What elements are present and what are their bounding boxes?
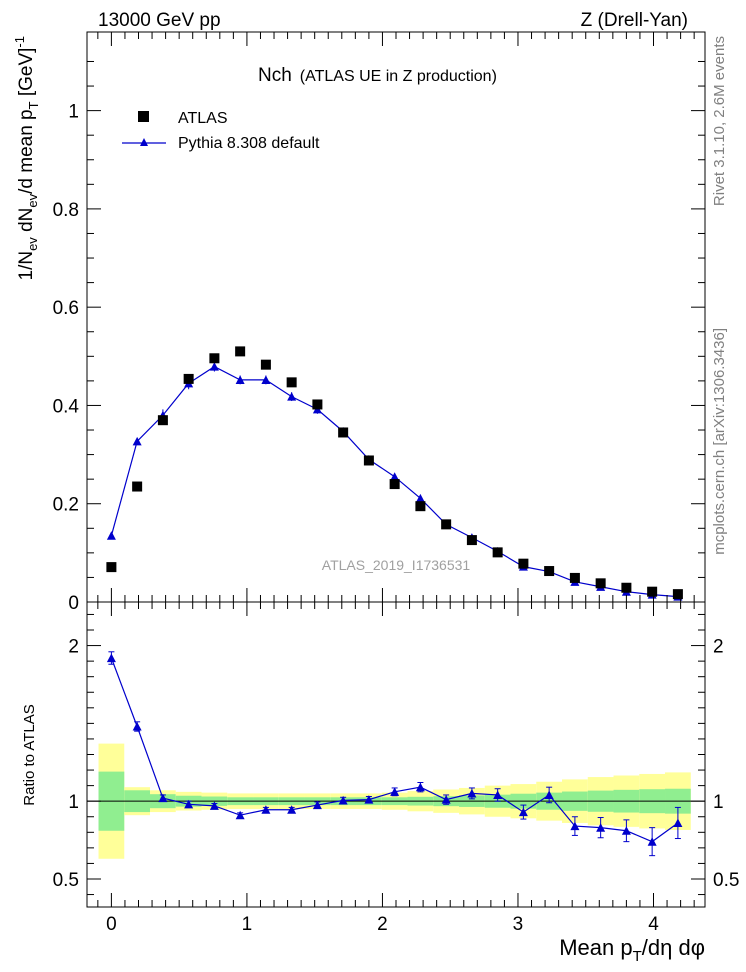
ratio-pythia-point — [132, 721, 142, 731]
ratio-ytick-label-right: 0.5 — [713, 870, 739, 891]
ratio-ytick-label: 1 — [68, 792, 79, 813]
ratio-xtick-label: 2 — [377, 914, 388, 935]
ratio-panel-marks — [106, 651, 683, 857]
main-ytick-label: 0.2 — [53, 495, 79, 516]
atlas-point — [363, 455, 374, 466]
ratio-pythia-point — [415, 782, 425, 792]
main-ylabel: 1/Nev dNev/d mean pT [GeV]-1 — [12, 36, 41, 281]
ratio-pythia-point — [184, 799, 194, 809]
main-ytick-label: 0 — [68, 593, 79, 614]
ratio-pythia-point — [338, 795, 348, 805]
pythia-point — [132, 436, 142, 446]
ratio-pythia-point — [518, 807, 528, 817]
atlas-point — [389, 479, 400, 490]
ratio-xtick-label: 0 — [106, 914, 117, 935]
ratio-pythia-point — [235, 810, 245, 820]
header-left: 13000 GeV pp — [98, 10, 221, 31]
legend-label-pythia: Pythia 8.308 default — [178, 135, 320, 152]
ratio-plot-frame — [86, 601, 706, 908]
atlas-point — [338, 427, 349, 438]
atlas-point — [235, 346, 246, 357]
ratio-pythia-point — [493, 790, 503, 800]
atlas-point — [183, 373, 194, 384]
ratio-pythia-point — [621, 826, 631, 835]
pythia-point — [235, 375, 245, 384]
atlas-point — [312, 399, 323, 410]
ratio-xtick-label: 4 — [648, 914, 659, 935]
pythia-point — [415, 493, 425, 503]
source-info: mcplots.cern.ch [arXiv:1306.3436] — [711, 328, 728, 555]
main-ytick-label: 0.6 — [53, 298, 79, 319]
main-ytick-label: 1 — [68, 102, 79, 123]
ratio-pythia-point — [261, 805, 271, 814]
ratio-pythia-point — [647, 837, 657, 846]
ratio-xtick-label: 3 — [513, 914, 524, 935]
main-ytick-label: 0.8 — [53, 200, 79, 221]
legend-marker-pythia — [140, 138, 148, 146]
ratio-pythia-point — [467, 788, 477, 798]
atlas-point — [415, 501, 426, 512]
pythia-point — [209, 362, 219, 371]
atlas-point — [647, 586, 658, 597]
ratio-pythia-point — [106, 653, 116, 663]
ratio-pythia-point — [287, 805, 297, 814]
atlas-point — [492, 547, 503, 558]
ratio-pythia-point — [570, 821, 580, 831]
atlas-point — [544, 566, 555, 577]
atlas-point — [209, 353, 220, 364]
ratio-pythia-point — [312, 800, 322, 810]
legend: ATLAS Pythia 8.308 default — [122, 110, 320, 152]
pythia-point — [390, 472, 400, 481]
ratio-ytick-label-right: 1 — [713, 792, 724, 813]
atlas-point — [569, 572, 580, 583]
axes: 0 0.2 0.4 0.6 0.8 1 0 1 2 3 4 0.5 0.5 1 1 2 2 — [53, 31, 739, 935]
ratio-pythia-point — [209, 801, 219, 810]
pythia-point — [287, 392, 297, 401]
ratio-xlabel: Mean pT/dη dφ — [559, 935, 705, 965]
atlas-point — [518, 558, 529, 569]
ratio-ylabel: Ratio to ATLAS — [21, 704, 38, 805]
atlas-point — [621, 582, 632, 593]
ratio-ytick-label-right: 2 — [713, 637, 724, 658]
legend-label-atlas: ATLAS — [178, 110, 228, 127]
atlas-point — [595, 578, 606, 589]
analysis-watermark: ATLAS_2019_I1736531 — [322, 557, 471, 573]
ratio-pythia-point — [441, 795, 451, 804]
ratio-pythia-point — [673, 818, 683, 828]
atlas-point — [260, 359, 271, 370]
legend-marker-atlas — [138, 111, 149, 122]
ratio-ytick-label: 2 — [68, 637, 79, 658]
atlas-point — [157, 415, 168, 426]
main-title: Nch (ATLAS UE in Z production) — [258, 65, 497, 86]
atlas-point — [466, 535, 477, 546]
pythia-point — [106, 531, 116, 540]
main-subtitle: (ATLAS UE in Z production) — [300, 68, 497, 85]
ratio-xtick-label: 1 — [242, 914, 253, 935]
atlas-point — [106, 562, 117, 573]
rivet-info: Rivet 3.1.10, 2.6M events — [711, 36, 728, 206]
ratio-pythia-point — [544, 790, 554, 800]
ratio-pythia-point — [158, 793, 168, 803]
ratio-pythia-point — [390, 787, 400, 796]
pythia-point — [261, 375, 271, 384]
ratio-ytick-label: 0.5 — [53, 870, 79, 891]
ratio-pythia-point — [364, 795, 374, 804]
atlas-point — [672, 589, 683, 600]
atlas-point — [132, 481, 143, 492]
main-panel-marks — [106, 346, 683, 601]
ratio-pythia-point — [596, 823, 606, 832]
main-ytick-label: 0.4 — [53, 396, 80, 417]
atlas-point — [441, 519, 452, 530]
atlas-point — [286, 377, 297, 388]
main-title-label: Nch — [258, 65, 292, 86]
header-right: Z (Drell-Yan) — [581, 10, 688, 31]
